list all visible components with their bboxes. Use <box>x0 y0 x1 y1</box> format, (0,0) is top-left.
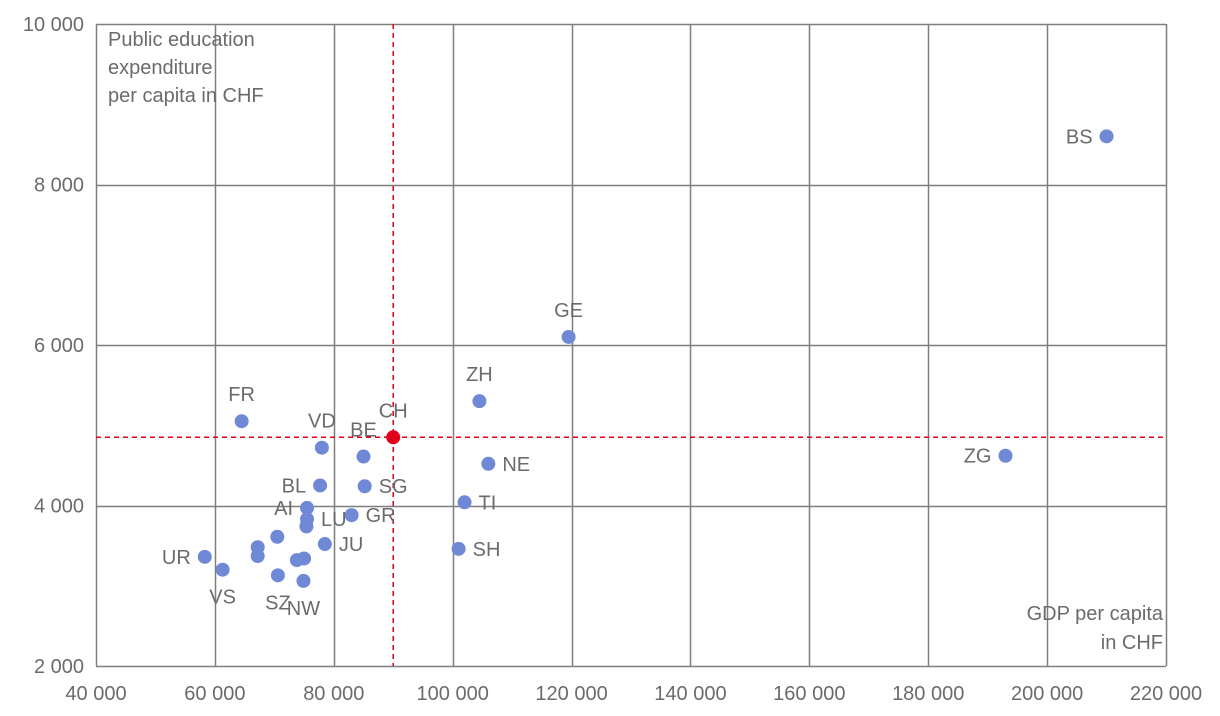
data-point <box>561 329 576 344</box>
point-label: GR <box>366 505 396 527</box>
point-label: SG <box>379 476 408 498</box>
data-point <box>270 529 285 544</box>
grid <box>95 23 1168 668</box>
y-tick-label: 2 000 <box>34 656 84 678</box>
y-axis-title-line-3: per capita in CHF <box>108 85 264 107</box>
point-label: BS <box>1066 126 1093 148</box>
data-point <box>289 553 304 568</box>
data-point <box>313 478 328 493</box>
x-axis-title-line-2: in CHF <box>1101 632 1163 654</box>
data-point <box>296 573 311 588</box>
tick-labels: 40 000 60 000 80 000 100 000 120 000 140 000 1… <box>23 14 1202 705</box>
point-label: ZG <box>964 446 992 468</box>
data-point <box>481 456 496 471</box>
y-axis-title-line-1: Public education <box>108 29 255 51</box>
point-labels: BS GE ZG ZH FR VD BE NE SG BL TI AI GR LU JU UR SH VS SZNW… <box>162 126 1093 620</box>
y-axis-title-line-2: expenditure <box>108 57 213 79</box>
point-label: GE <box>554 300 583 322</box>
point-label: ZH <box>466 364 493 386</box>
data-point <box>356 449 371 464</box>
y-tick-label: 8 000 <box>34 175 84 197</box>
data-point <box>1099 129 1114 144</box>
point-label: AI <box>274 498 293 520</box>
point-label: SZ <box>265 592 291 614</box>
point-label: TI <box>479 492 497 514</box>
data-point <box>250 549 265 564</box>
x-tick-label: 200 000 <box>1011 683 1083 705</box>
data-point <box>472 394 487 409</box>
data-point <box>197 549 212 564</box>
reference-lines <box>96 24 1166 666</box>
data-point <box>457 495 472 510</box>
data-point <box>234 414 249 429</box>
x-tick-label: 140 000 <box>654 683 726 705</box>
x-tick-label: 220 000 <box>1130 683 1202 705</box>
data-points <box>197 129 1114 588</box>
x-tick-label: 180 000 <box>892 683 964 705</box>
data-point <box>300 500 315 515</box>
point-label: SH <box>473 539 501 561</box>
reference-point <box>386 430 401 445</box>
x-tick-label: 160 000 <box>773 683 845 705</box>
data-point <box>317 537 332 552</box>
reference-label: CH <box>379 400 408 422</box>
point-label: NW <box>287 598 320 620</box>
x-tick-label: 60 000 <box>184 683 245 705</box>
data-point <box>314 440 329 455</box>
point-label: FR <box>228 384 255 406</box>
point-label: JU <box>339 534 363 556</box>
point-label: UR <box>162 547 191 569</box>
data-point <box>270 568 285 583</box>
data-point <box>299 519 314 534</box>
data-point <box>357 479 372 494</box>
data-point <box>215 562 230 577</box>
x-tick-label: 120 000 <box>535 683 607 705</box>
axis-titles: Public education expenditure per capita … <box>108 29 1164 654</box>
point-label: NE <box>502 454 530 476</box>
x-tick-label: 100 000 <box>417 683 489 705</box>
x-tick-label: 40 000 <box>65 683 126 705</box>
point-label: LU <box>321 509 347 531</box>
y-tick-label: 6 000 <box>34 335 84 357</box>
data-point <box>451 541 466 556</box>
x-axis-title-line-1: GDP per capita <box>1027 603 1164 625</box>
data-point <box>344 508 359 523</box>
point-label: BL <box>282 475 306 497</box>
y-tick-label: 4 000 <box>34 496 84 518</box>
data-point <box>998 448 1013 463</box>
y-tick-label: 10 000 <box>23 14 84 36</box>
point-label: VD <box>308 411 336 433</box>
point-label: BE <box>350 420 377 442</box>
point-label: VS <box>209 587 236 609</box>
x-tick-label: 80 000 <box>303 683 364 705</box>
